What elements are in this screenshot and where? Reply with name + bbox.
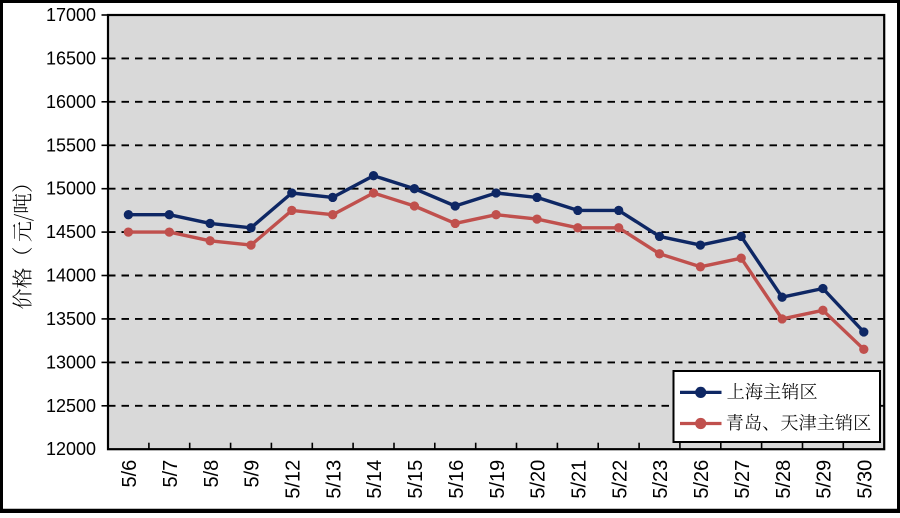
svg-text:15500: 15500 bbox=[46, 135, 96, 155]
svg-text:16000: 16000 bbox=[46, 92, 96, 112]
svg-text:14000: 14000 bbox=[46, 266, 96, 286]
svg-text:12000: 12000 bbox=[46, 439, 96, 459]
svg-text:5/16: 5/16 bbox=[446, 460, 468, 499]
svg-text:5/14: 5/14 bbox=[364, 460, 386, 499]
svg-text:5/8: 5/8 bbox=[201, 460, 223, 488]
svg-text:5/20: 5/20 bbox=[528, 460, 550, 499]
svg-text:5/26: 5/26 bbox=[691, 460, 713, 499]
svg-text:13500: 13500 bbox=[46, 309, 96, 329]
svg-text:16500: 16500 bbox=[46, 48, 96, 68]
svg-text:14500: 14500 bbox=[46, 222, 96, 242]
svg-text:5/13: 5/13 bbox=[323, 460, 345, 499]
svg-text:5/9: 5/9 bbox=[242, 460, 264, 488]
svg-text:12500: 12500 bbox=[46, 396, 96, 416]
svg-text:15000: 15000 bbox=[46, 179, 96, 199]
svg-text:5/7: 5/7 bbox=[160, 460, 182, 488]
svg-text:5/30: 5/30 bbox=[855, 460, 877, 499]
svg-text:5/29: 5/29 bbox=[814, 460, 836, 499]
svg-text:5/21: 5/21 bbox=[569, 460, 591, 499]
svg-text:5/22: 5/22 bbox=[609, 460, 631, 499]
svg-text:5/28: 5/28 bbox=[773, 460, 795, 499]
svg-text:5/12: 5/12 bbox=[283, 460, 305, 499]
svg-text:5/6: 5/6 bbox=[119, 460, 141, 488]
svg-text:5/19: 5/19 bbox=[487, 460, 509, 499]
svg-text:17000: 17000 bbox=[46, 5, 96, 25]
svg-text:13000: 13000 bbox=[46, 352, 96, 372]
svg-text:5/23: 5/23 bbox=[650, 460, 672, 499]
svg-text:5/27: 5/27 bbox=[732, 460, 754, 499]
svg-text:5/15: 5/15 bbox=[405, 460, 427, 499]
